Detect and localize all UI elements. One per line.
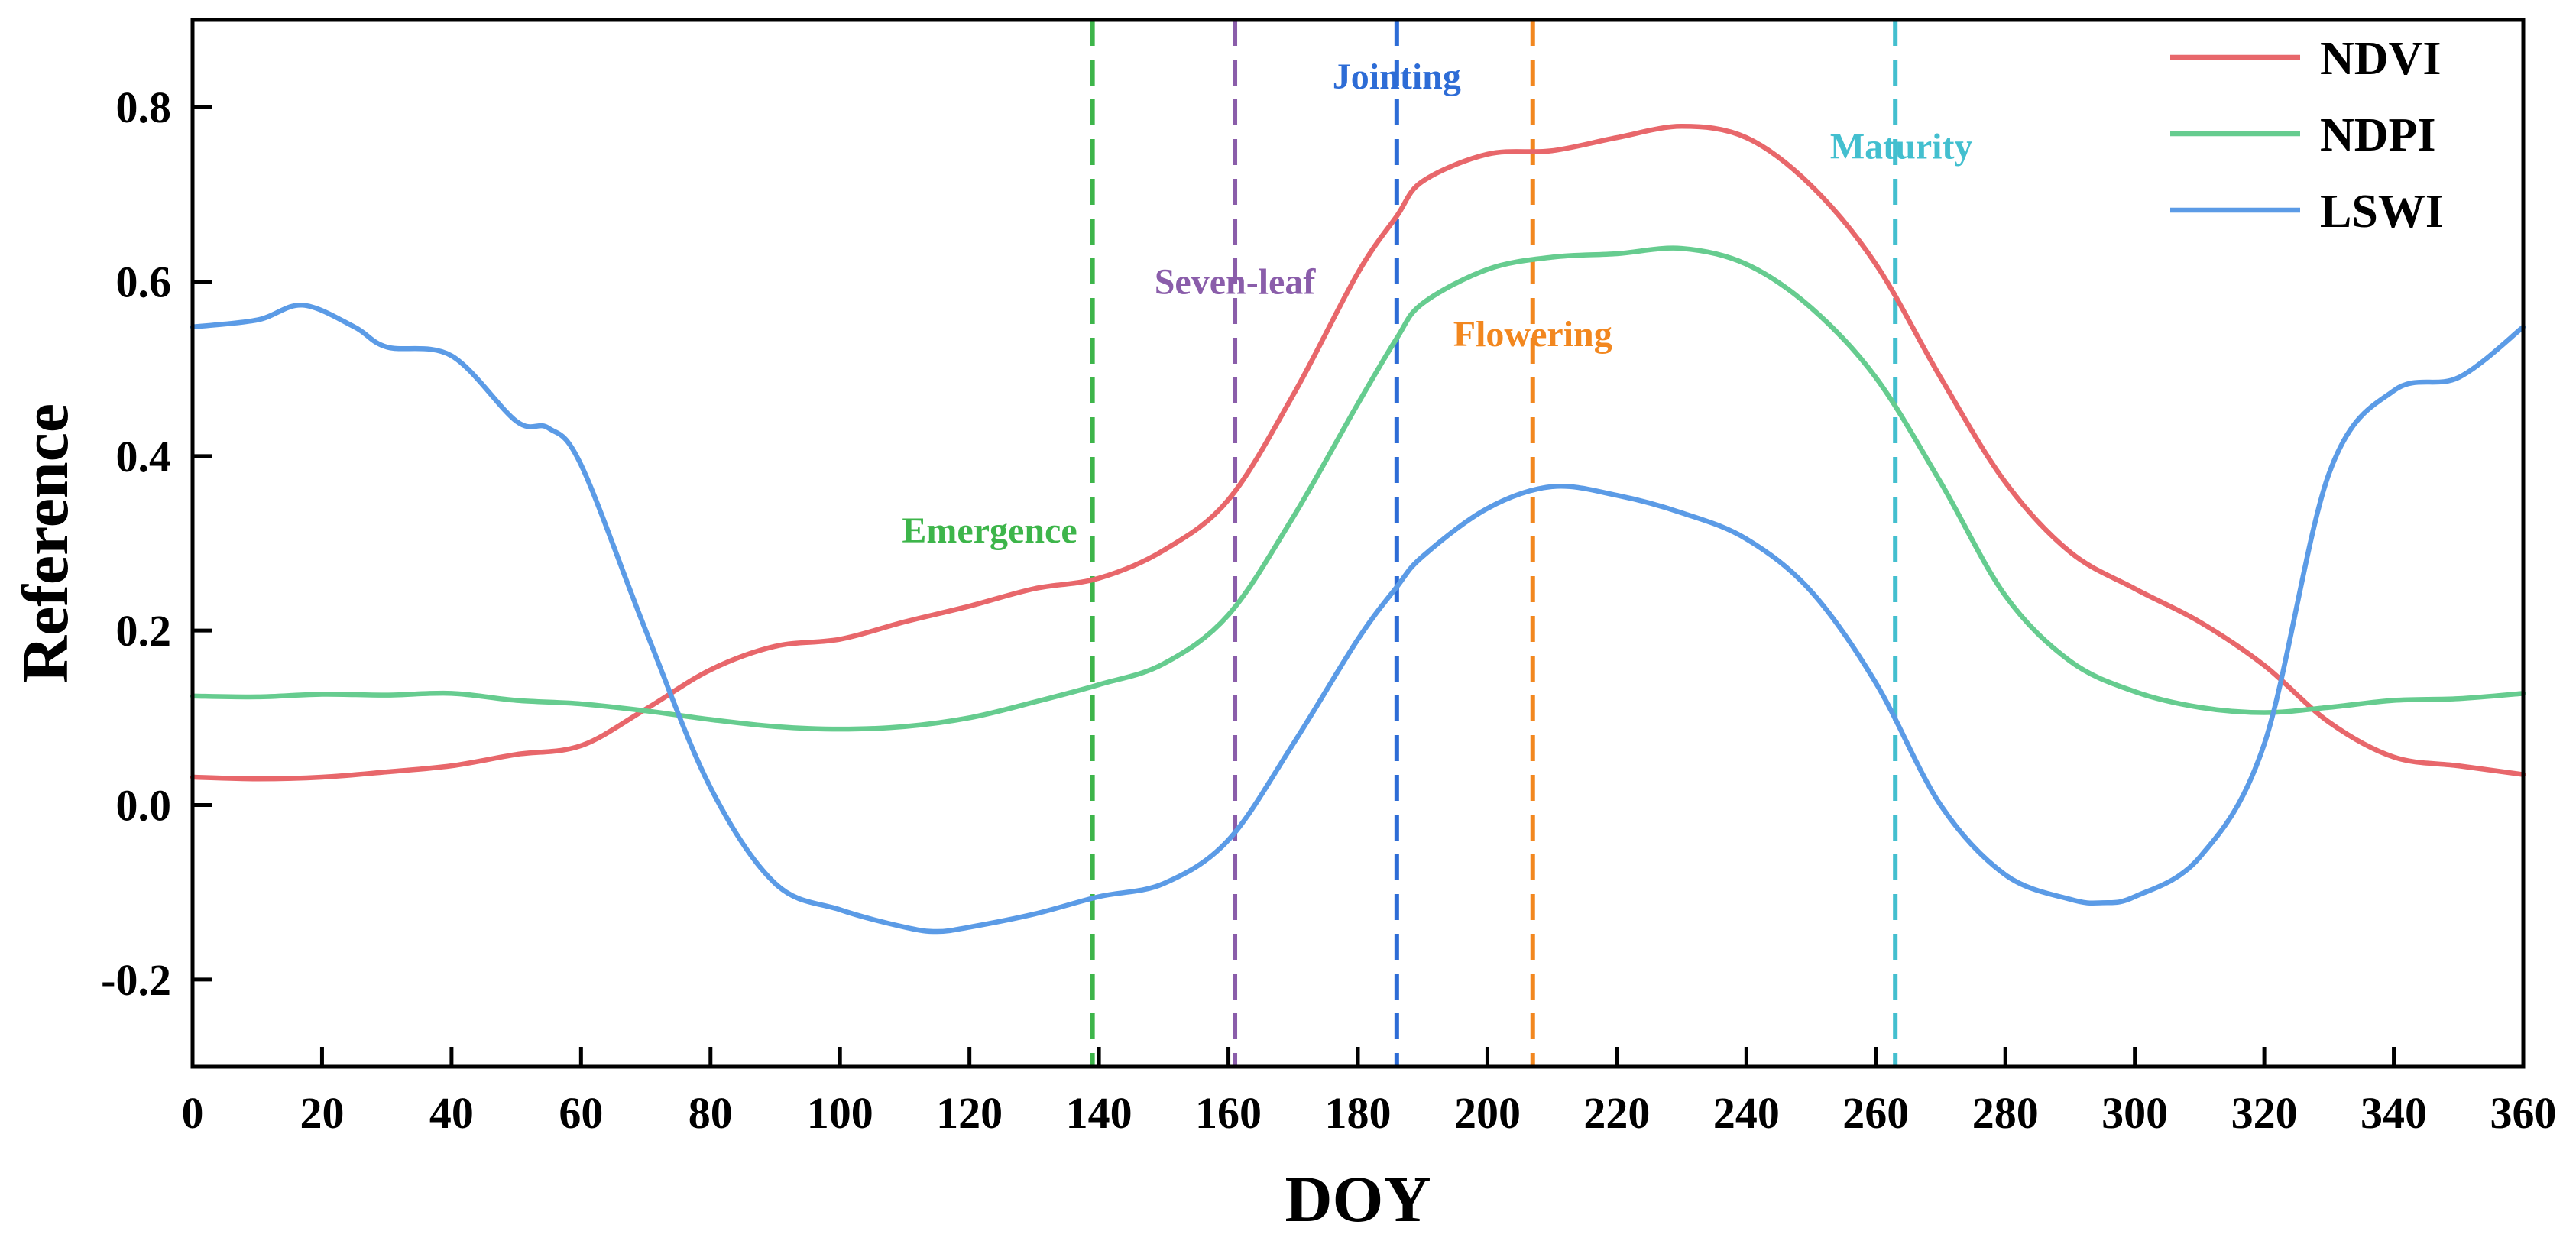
y-tick-label: -0.2	[101, 955, 171, 1005]
x-tick-label: 60	[559, 1088, 603, 1138]
y-tick-label: 0.4	[116, 432, 172, 481]
axes: 0 20 40 60 80 100 120 140 160 180 200 220 240 260 280 3…	[8, 18, 2557, 1236]
x-tick-label: 220	[1583, 1088, 1650, 1138]
stage-lines	[1090, 20, 1898, 1067]
x-tick-label: 140	[1066, 1088, 1132, 1138]
x-tick-label: 320	[2231, 1088, 2298, 1138]
x-tick-label: 40	[429, 1088, 474, 1138]
series-line-ndpi	[190, 245, 2526, 732]
stage-labels: Emergence Seven-leaf Jointing Flowering Matu…	[902, 57, 1972, 551]
x-tick-label: 160	[1195, 1088, 1262, 1138]
x-tick-label: 120	[936, 1088, 1003, 1138]
x-axis-title: DOY	[1285, 1162, 1431, 1236]
series-line-lswi	[190, 303, 2526, 935]
x-tick-label: 360	[2490, 1088, 2557, 1138]
stage-label-jointing: Jointing	[1333, 57, 1461, 97]
x-tick-label: 0	[182, 1088, 204, 1138]
stage-label-seven-leaf: Seven-leaf	[1155, 262, 1317, 303]
y-tick-label: 0.0	[116, 781, 172, 831]
x-tick-label: 200	[1454, 1088, 1521, 1138]
y-axis-title: Reference	[8, 403, 82, 683]
plot-frame	[190, 18, 2526, 1069]
x-tick-label: 240	[1713, 1088, 1780, 1138]
legend-label-lswi: LSWI	[2320, 186, 2444, 238]
x-tick-label: 20	[300, 1088, 344, 1138]
series-lines	[190, 124, 2526, 935]
x-tick-label: 80	[689, 1088, 733, 1138]
x-tick-label: 280	[1972, 1088, 2039, 1138]
x-tick-label: 340	[2361, 1088, 2427, 1138]
x-tick-label: 260	[1842, 1088, 1909, 1138]
series-line-ndvi	[190, 124, 2526, 782]
x-tick-label: 300	[2101, 1088, 2168, 1138]
legend-label-ndvi: NDVI	[2320, 33, 2441, 85]
legend-label-ndpi: NDPI	[2320, 109, 2436, 161]
x-tick-label: 100	[807, 1088, 873, 1138]
stage-label-emergence: Emergence	[902, 510, 1077, 551]
y-tick-label: 0.6	[116, 258, 172, 307]
y-tick-label: 0.8	[116, 83, 172, 132]
stage-label-flowering: Flowering	[1453, 314, 1612, 355]
x-tick-label: 180	[1325, 1088, 1392, 1138]
stage-label-maturity: Maturity	[1830, 127, 1973, 167]
y-tick-label: 0.2	[116, 606, 172, 656]
legend: NDVI NDPI LSWI	[2170, 33, 2444, 238]
